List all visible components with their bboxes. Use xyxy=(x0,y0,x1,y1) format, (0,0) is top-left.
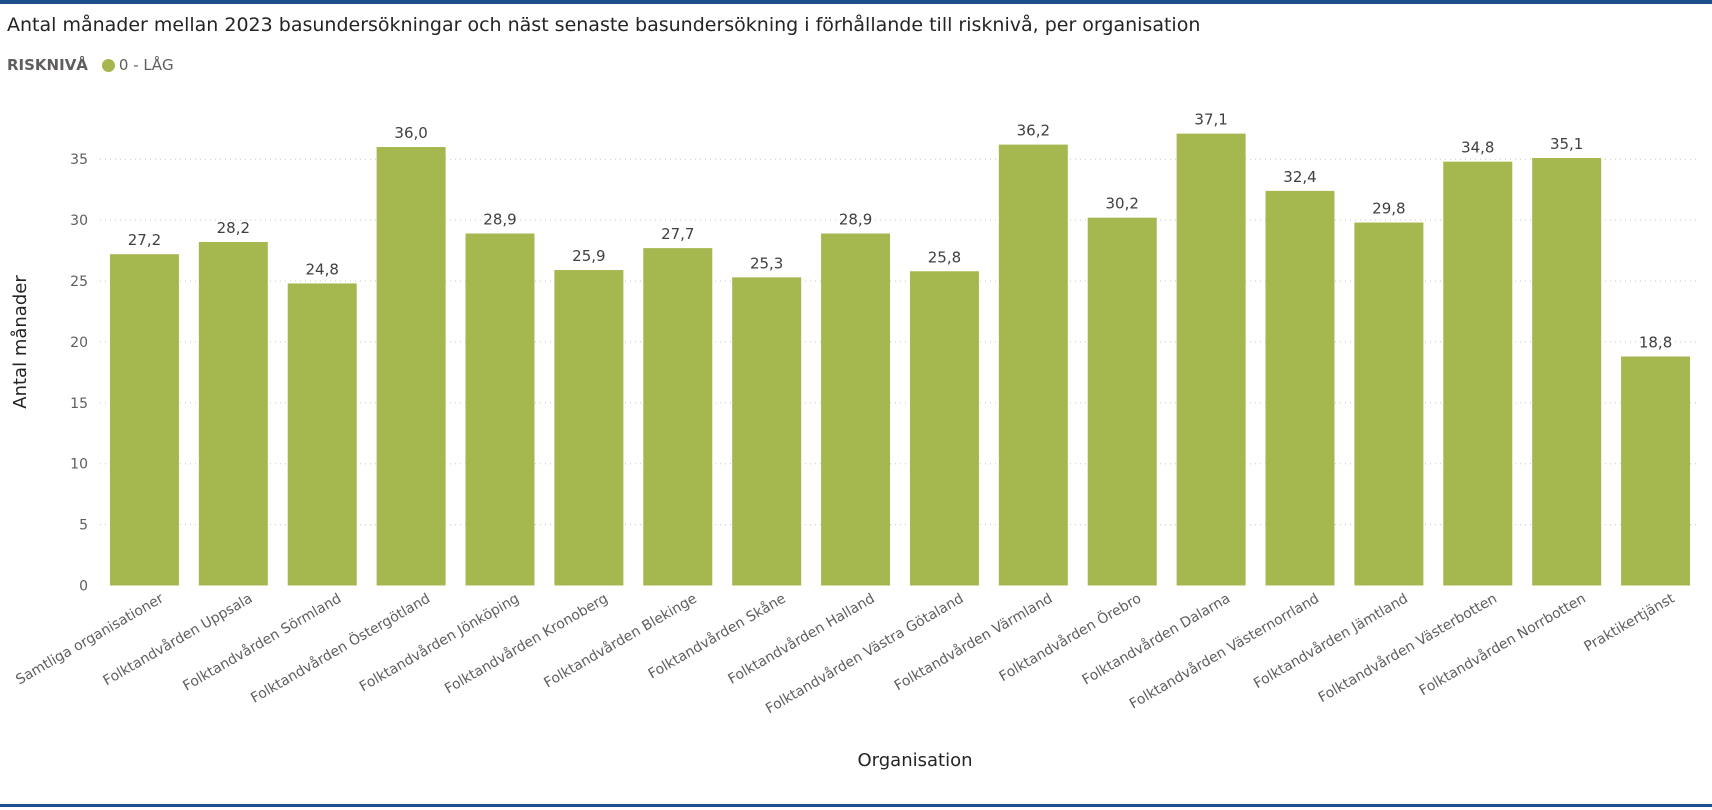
data-labels: 27,2 28,2 24,8 36,0 28,9 25,9 27,7 25,3 28,9 25,8… xyxy=(128,111,1673,352)
bar[interactable] xyxy=(1621,356,1691,586)
data-label: 28,2 xyxy=(217,219,250,237)
bar[interactable] xyxy=(1532,157,1602,586)
bar[interactable] xyxy=(1354,222,1424,586)
x-tick-label: Folktandvården Skåne xyxy=(645,590,789,683)
bar[interactable] xyxy=(1176,133,1246,586)
y-tick-label: 20 xyxy=(70,335,88,351)
bar[interactable] xyxy=(821,233,891,586)
data-label: 37,1 xyxy=(1194,111,1227,129)
legend-item-label[interactable]: 0 - LÅG xyxy=(118,56,174,74)
x-tick-label: Folktandvården Halland xyxy=(725,590,878,688)
data-label: 25,9 xyxy=(572,247,605,265)
data-label: 24,8 xyxy=(306,260,339,278)
y-tick-label: 15 xyxy=(70,396,88,412)
y-tick-label: 5 xyxy=(79,518,88,534)
x-tick-label: Folktandvården Kronoberg xyxy=(442,590,611,698)
bar[interactable] xyxy=(465,233,535,586)
bar[interactable] xyxy=(909,271,979,586)
bar[interactable] xyxy=(1443,161,1513,586)
data-label: 36,0 xyxy=(394,124,427,142)
data-label: 32,4 xyxy=(1283,168,1316,186)
x-tick-label: Folktandvården Uppsala xyxy=(100,590,255,689)
data-label: 34,8 xyxy=(1461,139,1494,157)
x-tick-label: Folktandvården Örebro xyxy=(996,589,1145,685)
x-tick-label: Folktandvården Jönköping xyxy=(356,590,522,695)
y-tick-label: 35 xyxy=(70,152,88,168)
y-tick-label: 0 xyxy=(79,579,88,595)
x-tick-label: Folktandvården Norrbotten xyxy=(1416,590,1589,699)
bar[interactable] xyxy=(287,283,357,586)
data-label: 36,2 xyxy=(1017,122,1050,140)
data-label: 25,8 xyxy=(928,248,961,266)
bar[interactable] xyxy=(198,242,268,586)
bottom-rule xyxy=(0,804,1712,807)
y-axis-ticks: 0 5 10 15 20 25 30 35 xyxy=(70,152,88,594)
bar[interactable] xyxy=(376,147,446,586)
x-tick-label: Folktandvården Västerbotten xyxy=(1315,590,1500,706)
data-label: 27,7 xyxy=(661,225,694,243)
data-label: 28,9 xyxy=(839,210,872,228)
data-label: 18,8 xyxy=(1639,334,1672,352)
x-tick-label: Folktandvården Blekinge xyxy=(541,590,700,692)
legend: RISKNIVÅ 0 - LÅG xyxy=(7,56,174,74)
y-tick-label: 30 xyxy=(70,213,88,229)
data-label: 35,1 xyxy=(1550,135,1583,153)
chart-title: Antal månader mellan 2023 basundersöknin… xyxy=(7,14,1201,36)
bars xyxy=(109,133,1691,586)
x-axis-title: Organisation xyxy=(857,750,972,771)
bar[interactable] xyxy=(109,254,179,586)
y-axis-title: Antal månader xyxy=(10,275,31,409)
gridlines xyxy=(100,158,1700,526)
bar[interactable] xyxy=(998,144,1068,586)
data-label: 29,8 xyxy=(1372,200,1405,218)
bar[interactable] xyxy=(1087,217,1157,586)
x-tick-label: Folktandvården Värmland xyxy=(891,590,1055,695)
legend-swatch xyxy=(101,58,115,72)
x-tick-label: Folktandvården Sörmland xyxy=(180,590,344,695)
data-label: 27,2 xyxy=(128,231,161,249)
x-tick-label: Folktandvården Jämtland xyxy=(1251,590,1411,692)
x-tick-label: Praktikertjänst xyxy=(1582,590,1678,655)
top-rule xyxy=(0,0,1712,4)
y-tick-label: 10 xyxy=(70,457,88,473)
bar[interactable] xyxy=(554,270,624,586)
x-tick-label: Folktandvården Dalarna xyxy=(1079,590,1233,689)
bar[interactable] xyxy=(732,277,802,586)
bar[interactable] xyxy=(643,248,713,586)
bar[interactable] xyxy=(1265,190,1335,586)
data-label: 25,3 xyxy=(750,254,783,272)
y-tick-label: 25 xyxy=(70,274,88,290)
data-label: 30,2 xyxy=(1106,195,1139,213)
data-label: 28,9 xyxy=(483,210,516,228)
legend-title: RISKNIVÅ xyxy=(7,56,88,74)
x-tick-label: Samtliga organisationer xyxy=(13,590,166,688)
